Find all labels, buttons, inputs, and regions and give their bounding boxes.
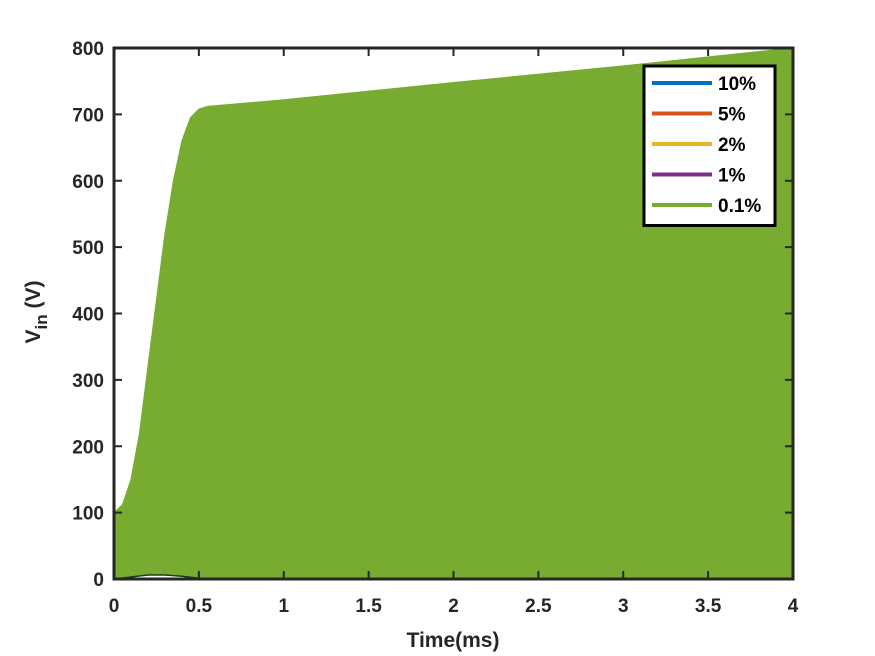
x-axis-title: Time(ms) xyxy=(407,629,500,652)
x-tick-labels: 0 0.5 1 1.5 2 2.5 3 3.5 4 xyxy=(109,596,799,617)
x-tick-label: 4 xyxy=(788,596,799,617)
legend: 10% 5% 2% 1% 0.1% xyxy=(642,64,777,227)
y-tick-label: 100 xyxy=(72,504,104,525)
y-tick-label: 700 xyxy=(72,105,104,126)
legend-label: 1% xyxy=(718,166,746,187)
legend-label: 5% xyxy=(718,105,746,126)
legend-box xyxy=(642,64,777,227)
y-tick-label: 400 xyxy=(72,305,104,326)
x-tick-label: 0 xyxy=(109,596,120,617)
y-tick-label: 600 xyxy=(72,172,104,193)
y-axis-title-subscript: in xyxy=(32,314,51,329)
plot-area xyxy=(113,47,794,580)
y-axis-title-unit: (V) xyxy=(22,281,45,315)
legend-label: 10% xyxy=(718,74,756,95)
x-tick-label: 3.5 xyxy=(695,596,722,617)
x-tick-label: 1 xyxy=(278,596,289,617)
y-axis-title-main: V xyxy=(22,329,45,343)
x-tick-label: 2 xyxy=(448,596,459,617)
y-tick-label: 0 xyxy=(93,570,104,591)
legend-label: 2% xyxy=(718,135,746,156)
legend-label: 0.1% xyxy=(718,196,761,217)
y-tick-label: 300 xyxy=(72,371,104,392)
tick-marks xyxy=(113,47,794,580)
x-tick-label: 3 xyxy=(618,596,629,617)
y-tick-labels: 0 100 200 300 400 500 600 700 800 xyxy=(72,39,104,591)
x-tick-label: 2.5 xyxy=(525,596,552,617)
y-tick-label: 200 xyxy=(72,437,104,458)
y-tick-label: 800 xyxy=(72,39,104,60)
x-tick-label: 0.5 xyxy=(186,596,213,617)
x-tick-label: 1.5 xyxy=(355,596,382,617)
y-axis-title: Vin (V) xyxy=(22,281,51,344)
y-tick-label: 500 xyxy=(72,238,104,259)
